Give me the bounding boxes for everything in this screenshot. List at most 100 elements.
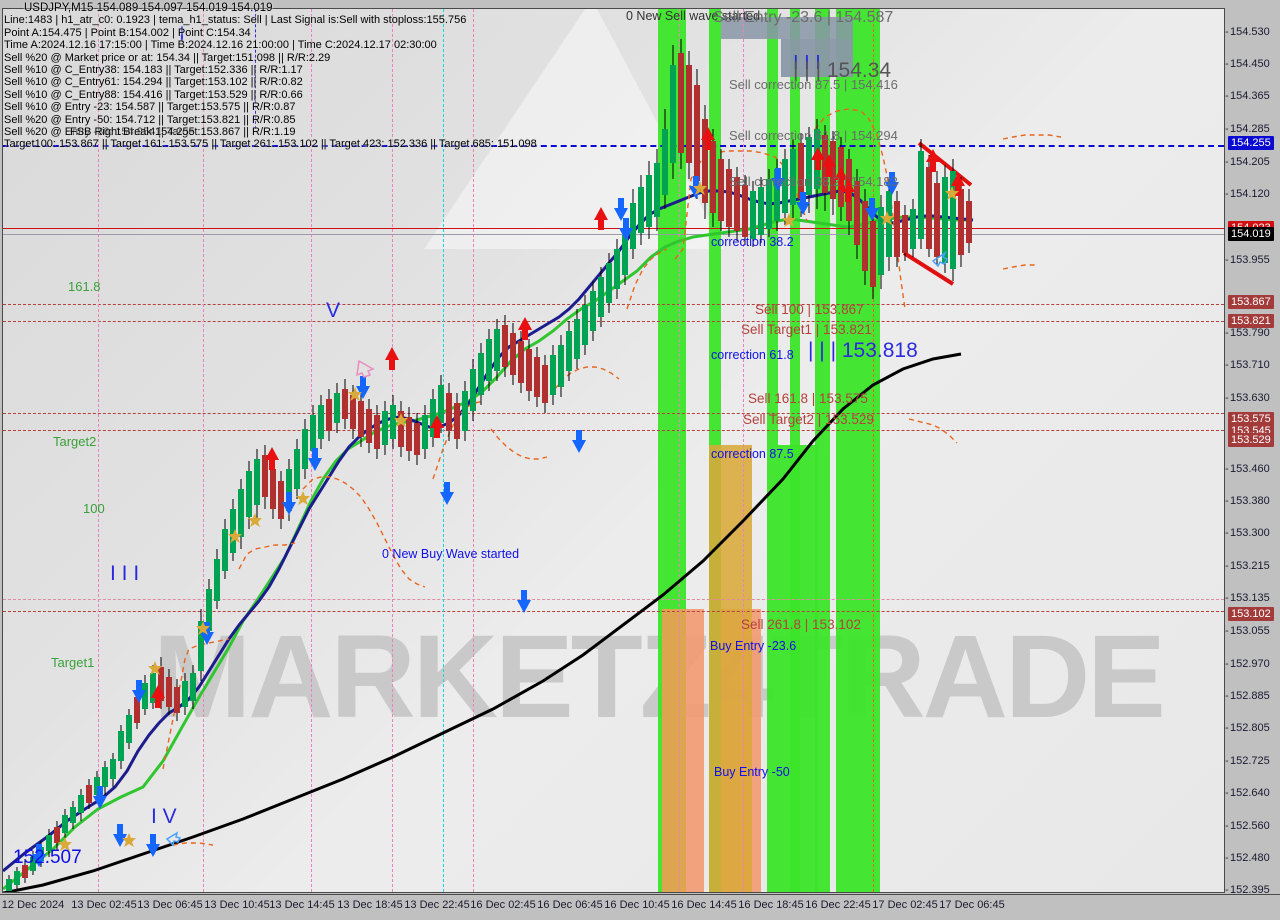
session-line-7 <box>743 9 744 892</box>
info-line-3: Sell %20 @ Market price or at: 154.34 ||… <box>4 51 331 64</box>
trend-line-lower <box>902 251 955 286</box>
ma-grey-line <box>3 234 1224 235</box>
time-tick: 17 Dec 02:45 <box>872 899 938 911</box>
ask-line <box>3 228 1224 229</box>
time-tick: 13 Dec 14:45 <box>269 899 335 911</box>
level-line-2 <box>3 321 1224 322</box>
annotation-sell-corr-618: Sell correction 61.8 | 154.294 <box>729 128 898 143</box>
level-label-sell-1618: Sell 161.8 | 153.575 <box>748 391 868 406</box>
band-green-3 <box>767 9 778 892</box>
sell-entry-box-1 <box>721 17 781 39</box>
session-line-1 <box>98 9 99 892</box>
session-line-8 <box>873 9 874 892</box>
info-line-4: Sell %10 @ C_Entry38: 154.183 || Target:… <box>4 64 303 77</box>
price-tick: -153.460 <box>1225 463 1270 475</box>
wave-marker-iii-mid: I I I <box>110 562 140 585</box>
session-line-2 <box>203 9 204 892</box>
level-label-sell-100: Sell 100 | 153.867 <box>755 302 864 317</box>
signal-arrows <box>32 127 965 867</box>
band-gold-2 <box>662 609 686 892</box>
sell-entry-box-3 <box>781 39 853 77</box>
price-tick: -154.120 <box>1225 188 1270 200</box>
annotation-correction-618: correction 61.8 <box>711 348 794 362</box>
ma-black-line <box>3 352 962 892</box>
chart-plot-area[interactable]: MARKETZ4TRADE <box>2 8 1224 893</box>
price-tick: -152.395 <box>1225 884 1270 896</box>
price-tick: -152.970 <box>1225 658 1270 670</box>
price-tick: -153.710 <box>1225 359 1270 371</box>
info-line-1: Point A:154.475 | Point B:154.002 | Poin… <box>4 26 251 39</box>
fib-label-100: 100 <box>83 501 105 516</box>
level-line-5 <box>3 611 1224 612</box>
wave-line-blue <box>255 9 256 129</box>
time-tick: 16 Dec 02:45 <box>470 899 536 911</box>
level-label-sell-2618: Sell 261.8 | 153.102 <box>741 617 861 632</box>
targets-summary-line: Target100: 153.867 || Target 161: 153.57… <box>4 138 537 151</box>
level-line-6 <box>3 599 1224 600</box>
wave-marker-iii-top: I I I <box>793 52 821 74</box>
price-tick: -154.365 <box>1225 90 1270 102</box>
price-tick: -152.640 <box>1225 787 1270 799</box>
price-badge-153575: 153.575 <box>1228 412 1274 426</box>
price-tick: -153.790 <box>1225 327 1270 339</box>
level-label-sell-target1: Sell Target1 | 153.821 <box>741 322 872 337</box>
session-line-4 <box>392 9 393 892</box>
annotation-sell-corr-382: Sell correction 38.2 | 154.183 <box>729 174 898 189</box>
price-badge-153867: 153.867 <box>1228 295 1274 309</box>
time-tick: 16 Dec 10:45 <box>604 899 670 911</box>
price-axis[interactable]: -154.530 -154.450 -154.365 -154.285 154.… <box>1224 8 1280 896</box>
time-tick: 13 Dec 22:45 <box>404 899 470 911</box>
annotation-buy-entry-50: Buy Entry -50 <box>714 765 790 779</box>
price-tick: -154.205 <box>1225 156 1270 168</box>
ma-blue-line <box>3 189 974 873</box>
time-axis[interactable]: 12 Dec 2024 13 Dec 02:45 13 Dec 06:45 13… <box>0 894 1280 920</box>
level-label-sell-target2: Sell Target2 | 153.529 <box>743 412 874 427</box>
price-badge-153821: 153.821 <box>1228 314 1274 328</box>
annotation-low-price: 152.507 <box>13 847 82 868</box>
price-tick: -154.530 <box>1225 26 1270 38</box>
time-tick: 16 Dec 22:45 <box>805 899 871 911</box>
wave-marker-i: I <box>179 23 185 46</box>
price-tick: -152.805 <box>1225 722 1270 734</box>
annotation-sell-wave: 0 New Sell wave started <box>626 9 761 23</box>
fib-label-1618: 161.8 <box>68 279 101 294</box>
band-green-lower <box>778 445 818 892</box>
annotation-correction-875: correction 87.5 <box>711 447 794 461</box>
price-tick: -153.055 <box>1225 625 1270 637</box>
price-tick: -153.380 <box>1225 495 1270 507</box>
annotation-sell-entry-236: Sell Entry -23.6 | 154.587 <box>713 9 894 26</box>
info-line-overlap: Sell %20 @ Entry -86: 154.954 || Target:… <box>4 126 537 138</box>
level-line-4 <box>3 430 1224 431</box>
price-tick: -153.300 <box>1225 527 1270 539</box>
level-line-1 <box>3 304 1224 305</box>
time-tick: 16 Dec 14:45 <box>671 899 737 911</box>
annotation-buy-wave: 0 New Buy Wave started <box>382 547 520 561</box>
price-badge-153529: 153.529 <box>1228 433 1274 447</box>
annotation-sell-corr-875: Sell correction 87.5 | 154.416 <box>729 77 898 92</box>
price-badge-153102: 153.102 <box>1228 607 1274 621</box>
price-tick: -154.285 <box>1225 123 1270 135</box>
info-line-7: Sell %10 @ Entry -23: 154.587 || Target:… <box>4 101 296 114</box>
symbol-quote-line: USDJPY,M15 154.089 154.097 154.019 154.0… <box>24 2 273 14</box>
annotation-buy-entry-236: Buy Entry -23.6 <box>710 639 797 653</box>
info-line-8: Sell %20 @ Entry -50: 154.712 || Target:… <box>4 113 296 126</box>
price-tick: -154.450 <box>1225 58 1270 70</box>
time-tick: 13 Dec 06:45 <box>137 899 203 911</box>
price-series-svg <box>3 39 1062 892</box>
price-tick: -152.725 <box>1225 755 1270 767</box>
price-tick: -152.480 <box>1225 852 1270 864</box>
time-tick: 16 Dec 18:45 <box>738 899 804 911</box>
star-markers <box>58 181 959 851</box>
price-tick: -153.955 <box>1225 254 1270 266</box>
price-badge-bid: 154.255 <box>1228 136 1274 150</box>
price-marker-153818: | | | 153.818 <box>808 339 918 362</box>
band-green-5 <box>815 9 830 892</box>
time-tick: 13 Dec 02:45 <box>71 899 137 911</box>
price-tick: -152.885 <box>1225 690 1270 702</box>
fsb-right-break-label: FSB Right Break 154.255 <box>70 126 195 139</box>
price-tick: -153.630 <box>1225 392 1270 404</box>
annotation-price-15434: | | | 154.34 <box>793 59 892 82</box>
info-line-2: Time A:2024.12.16 17:15:00 | Time B:2024… <box>4 39 437 52</box>
price-tick: -153.135 <box>1225 592 1270 604</box>
